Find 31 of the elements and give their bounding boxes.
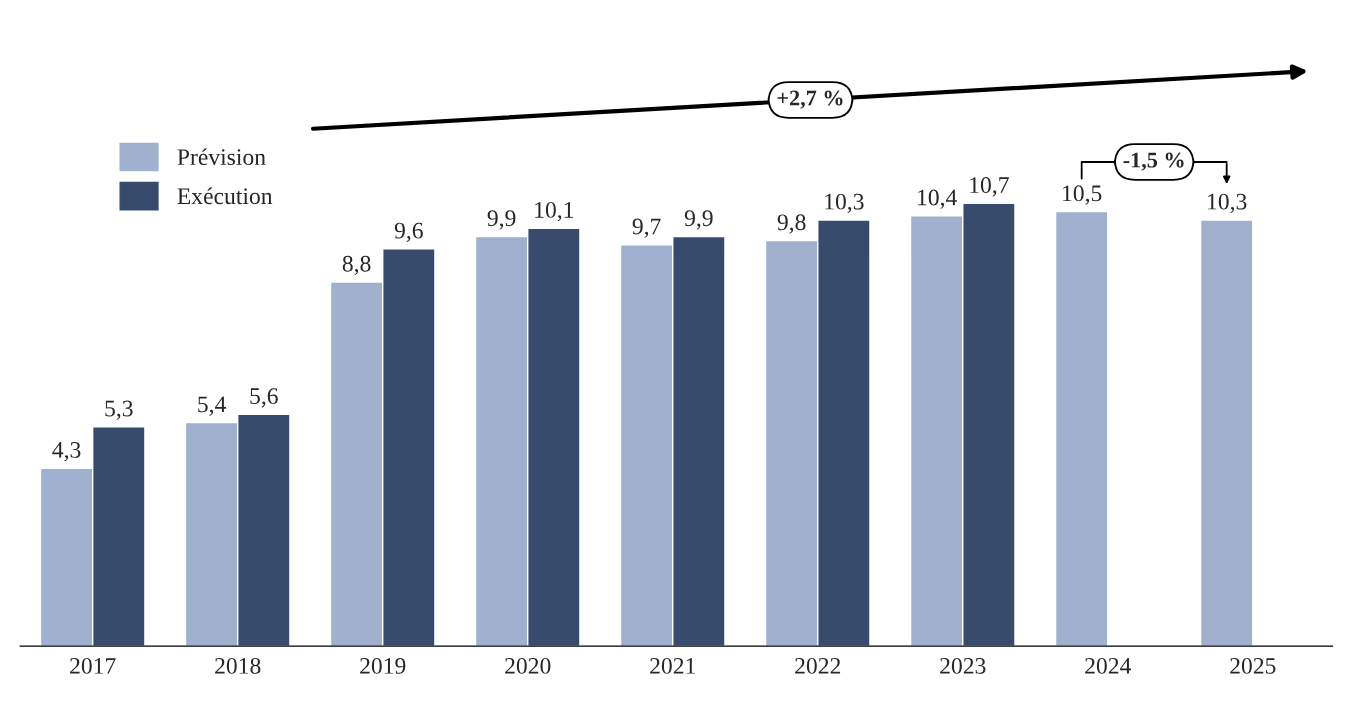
data-label: 9,6	[394, 222, 423, 242]
data-label: 10,5	[1063, 185, 1102, 205]
text: -1,5 %	[1123, 152, 1184, 171]
x-tick-label: 2018	[215, 657, 261, 674]
x-tick-label: 2017	[70, 657, 116, 674]
data-label: 10,3	[1208, 193, 1247, 213]
x-tick-label: 2022	[795, 657, 841, 674]
data-label: 5,6	[250, 388, 278, 408]
bar	[1199, 219, 1254, 647]
data-label: 10,3	[825, 193, 864, 213]
data-label: 10,4	[918, 189, 957, 209]
bar	[1054, 210, 1109, 647]
data-label: 4,3	[52, 441, 81, 462]
x-tick-label: 2019	[360, 657, 406, 674]
data-label: 9,8	[777, 214, 806, 234]
legend-label: Exécution	[177, 187, 273, 205]
data-label: 5,4	[198, 396, 226, 416]
x-tick-label: 2024	[1085, 657, 1132, 674]
x-tick-label: 2021	[650, 657, 695, 674]
data-label: 9,9	[684, 210, 713, 230]
data-label: 5,3	[105, 400, 133, 420]
legend-label: Prévision	[177, 148, 266, 166]
data-label: 8,8	[342, 255, 371, 276]
data-label: 9,7	[632, 218, 661, 238]
data-label: 9,9	[487, 210, 516, 230]
x-tick-label: 2020	[505, 657, 551, 674]
x-tick-label: 2025	[1230, 657, 1276, 674]
x-tick-label: 2023	[940, 657, 986, 674]
data-label: 10,1	[535, 201, 574, 222]
data-label: 10,7	[970, 177, 1009, 197]
text: +2,7 %	[777, 90, 843, 109]
